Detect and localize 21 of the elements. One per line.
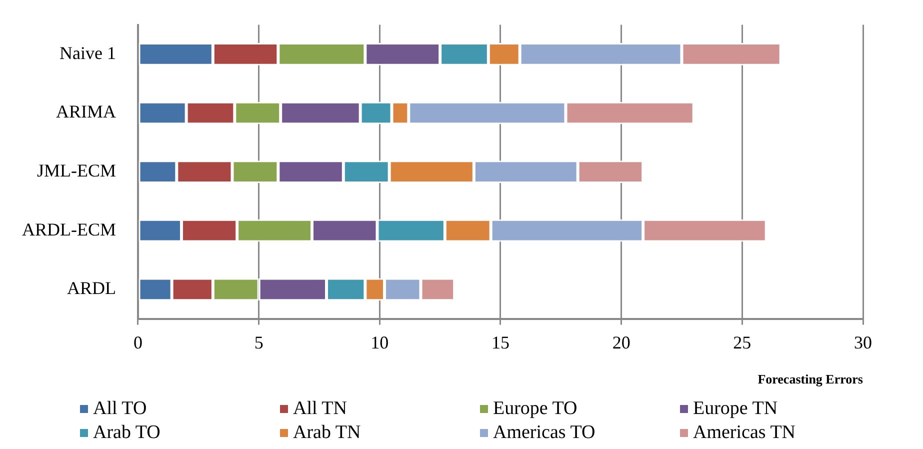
legend-label: All TO: [93, 398, 147, 420]
x-tick-label: 0: [134, 332, 142, 352]
x-tick-label: 30: [854, 332, 872, 352]
y-tick-label: ARDL: [67, 278, 116, 298]
x-tick-label: 20: [612, 332, 630, 352]
legend-label: Americas TN: [693, 422, 796, 444]
x-tick-label: 10: [370, 332, 389, 352]
x-tick-label: 25: [733, 332, 752, 352]
y-tick-label: ARDL-ECM: [22, 219, 116, 240]
x-tick-label: 15: [492, 332, 510, 352]
x-axis-title: Forecasting Errors: [758, 372, 863, 387]
y-tick-label: JML-ECM: [36, 160, 116, 181]
legend-label: Europe TN: [693, 398, 778, 420]
legend-label: All TN: [293, 398, 348, 420]
x-tick-label: 5: [254, 332, 264, 352]
legend-label: Arab TN: [293, 422, 361, 444]
legend-label: Americas TO: [493, 422, 596, 444]
legend-label: Arab TO: [93, 422, 160, 444]
y-tick-label: ARIMA: [56, 102, 116, 122]
y-tick-label: Naive 1: [60, 42, 116, 63]
legend-label: Europe TO: [493, 398, 578, 420]
